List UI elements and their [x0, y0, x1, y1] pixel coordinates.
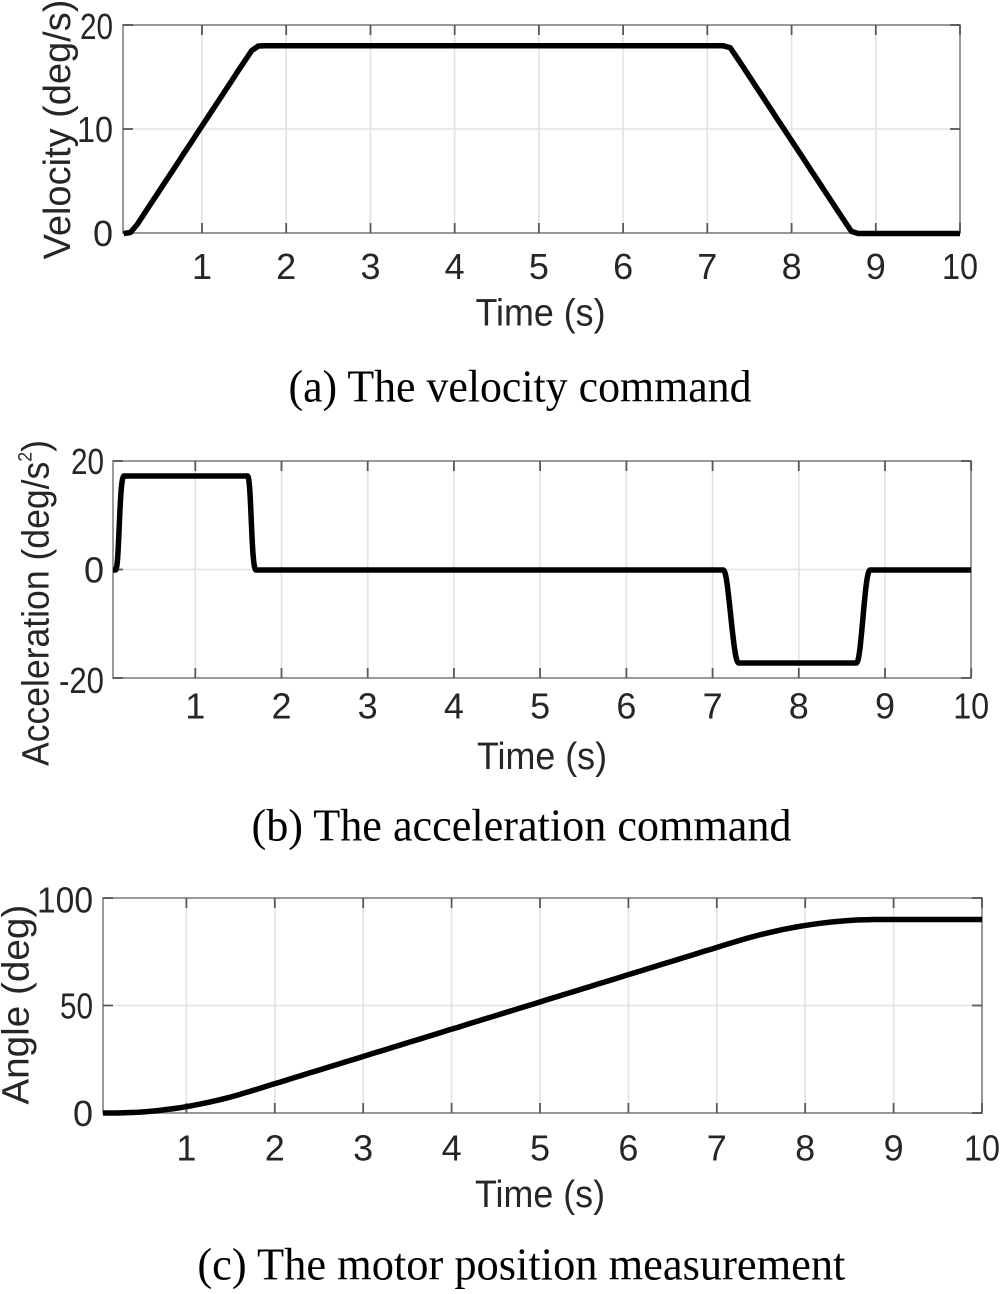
svg-text:Time (s): Time (s) — [477, 736, 607, 778]
svg-text:(b) The acceleration command: (b) The acceleration command — [252, 800, 792, 851]
svg-text:10: 10 — [942, 246, 978, 287]
svg-text:10: 10 — [953, 685, 989, 726]
svg-text:20: 20 — [71, 441, 104, 482]
svg-text:3: 3 — [353, 1128, 373, 1169]
svg-text:4: 4 — [445, 246, 465, 287]
svg-text:Angle (deg): Angle (deg) — [0, 905, 38, 1105]
svg-text:7: 7 — [697, 246, 717, 287]
svg-text:Velocity (deg/s): Velocity (deg/s) — [37, 0, 79, 259]
svg-text:3: 3 — [358, 685, 378, 726]
svg-text:1: 1 — [185, 685, 205, 726]
svg-text:2: 2 — [276, 246, 296, 287]
svg-text:8: 8 — [782, 246, 802, 287]
svg-text:(c) The motor position measure: (c) The motor position measurement — [197, 1239, 845, 1290]
svg-text:100: 100 — [37, 879, 93, 920]
svg-text:1: 1 — [176, 1128, 196, 1169]
svg-text:5: 5 — [529, 246, 549, 287]
svg-text:8: 8 — [795, 1128, 815, 1169]
svg-text:6: 6 — [616, 685, 636, 726]
svg-text:Time (s): Time (s) — [475, 1174, 605, 1216]
svg-text:3: 3 — [360, 246, 380, 287]
svg-text:50: 50 — [60, 986, 93, 1027]
svg-text:6: 6 — [618, 1128, 638, 1169]
svg-text:1: 1 — [192, 246, 212, 287]
svg-text:0: 0 — [84, 550, 104, 591]
svg-text:5: 5 — [530, 1128, 550, 1169]
svg-text:0: 0 — [73, 1093, 93, 1134]
svg-text:20: 20 — [80, 6, 113, 47]
svg-text:4: 4 — [444, 685, 464, 726]
svg-text:7: 7 — [703, 685, 723, 726]
svg-text:-20: -20 — [59, 660, 104, 701]
svg-text:5: 5 — [530, 685, 550, 726]
svg-text:7: 7 — [707, 1128, 727, 1169]
svg-text:Acceleration (deg/s2): Acceleration (deg/s2) — [16, 440, 58, 766]
svg-text:(a) The velocity command: (a) The velocity command — [289, 361, 752, 412]
svg-text:9: 9 — [866, 246, 886, 287]
svg-text:2: 2 — [271, 685, 291, 726]
svg-text:6: 6 — [613, 246, 633, 287]
svg-text:4: 4 — [442, 1128, 462, 1169]
svg-text:9: 9 — [875, 685, 895, 726]
svg-text:8: 8 — [789, 685, 809, 726]
svg-text:10: 10 — [77, 109, 113, 150]
svg-text:2: 2 — [265, 1128, 285, 1169]
svg-text:Time (s): Time (s) — [476, 292, 606, 334]
svg-text:0: 0 — [93, 213, 113, 254]
svg-text:10: 10 — [964, 1128, 1000, 1169]
svg-text:9: 9 — [884, 1128, 904, 1169]
